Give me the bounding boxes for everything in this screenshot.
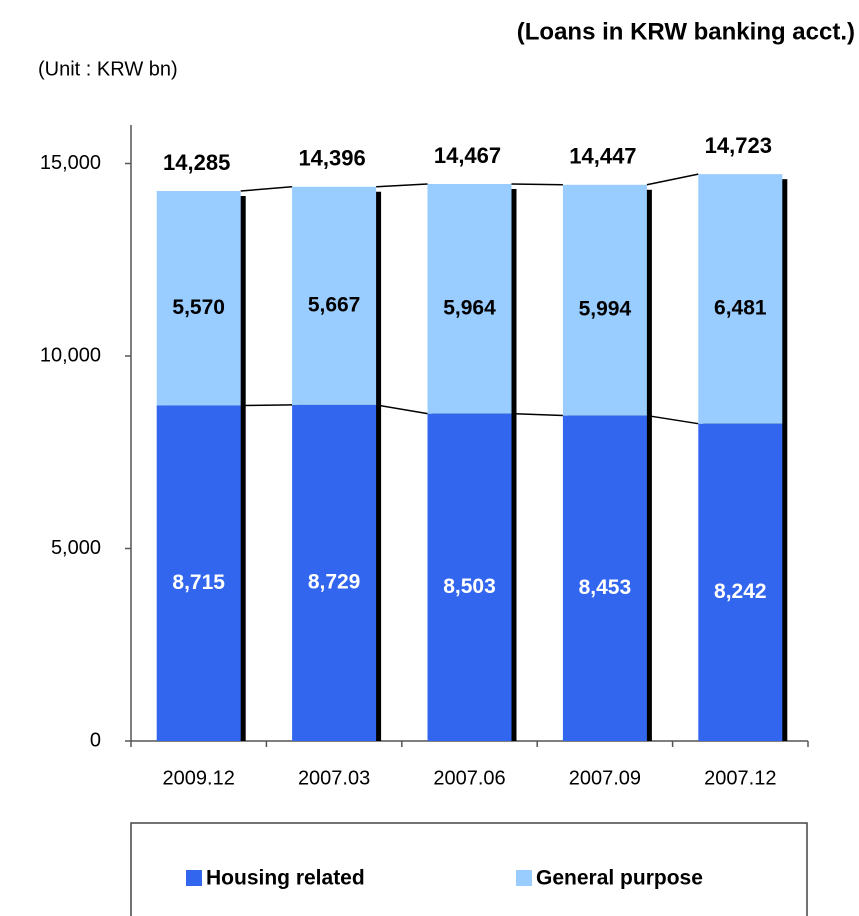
x-tick-label: 2007.06 — [433, 767, 505, 789]
data-label: 8,715 — [172, 571, 225, 594]
data-label: 8,729 — [308, 571, 361, 594]
x-tick-label: 2007.03 — [298, 767, 370, 789]
connector — [511, 412, 563, 417]
legend-label: General purpose — [536, 867, 703, 890]
legend-label: Housing related — [206, 867, 365, 890]
connector — [511, 183, 563, 186]
connector — [646, 414, 699, 425]
y-tick-label: 5,000 — [51, 537, 101, 559]
data-label: 5,570 — [172, 296, 225, 319]
y-tick-label: 10,000 — [40, 344, 101, 366]
data-label: 8,503 — [443, 575, 496, 598]
connector — [376, 183, 428, 188]
chart-subtitle: (Unit : KRW bn) — [38, 58, 178, 80]
chart-title: (Loans in KRW banking acct.) — [517, 18, 855, 45]
y-tick-label: 15,000 — [40, 152, 101, 174]
bar-segment — [427, 413, 512, 741]
data-label: 8,453 — [579, 576, 632, 599]
connector — [646, 173, 699, 186]
total-label: 14,447 — [569, 144, 636, 169]
data-label: 5,994 — [579, 298, 632, 321]
total-label: 14,396 — [298, 146, 365, 171]
connector — [240, 186, 293, 192]
x-tick-label: 2007.09 — [569, 767, 641, 789]
legend-box — [130, 822, 808, 916]
connector — [375, 404, 428, 415]
bar-segment — [698, 423, 783, 741]
legend-swatch — [186, 870, 202, 886]
bar-segment — [156, 405, 241, 741]
bar-segment — [292, 186, 377, 405]
total-label: 14,723 — [705, 133, 772, 158]
bar-segment — [156, 191, 241, 406]
total-label: 14,467 — [434, 143, 501, 168]
legend-swatch — [516, 870, 532, 886]
x-tick-label: 2009.12 — [163, 767, 235, 789]
bar-segment — [427, 184, 512, 414]
data-label: 5,964 — [443, 296, 496, 319]
y-tick-label: 0 — [90, 729, 101, 751]
bar-segment — [292, 404, 377, 741]
data-label: 6,481 — [714, 296, 767, 319]
connector — [240, 404, 293, 407]
bar-segment — [562, 415, 647, 741]
total-label: 14,285 — [163, 150, 230, 175]
data-label: 5,667 — [308, 293, 361, 316]
x-tick-label: 2007.12 — [704, 767, 776, 789]
data-label: 8,242 — [714, 580, 767, 603]
bar-segment — [698, 174, 783, 424]
bar-segment — [562, 184, 647, 416]
